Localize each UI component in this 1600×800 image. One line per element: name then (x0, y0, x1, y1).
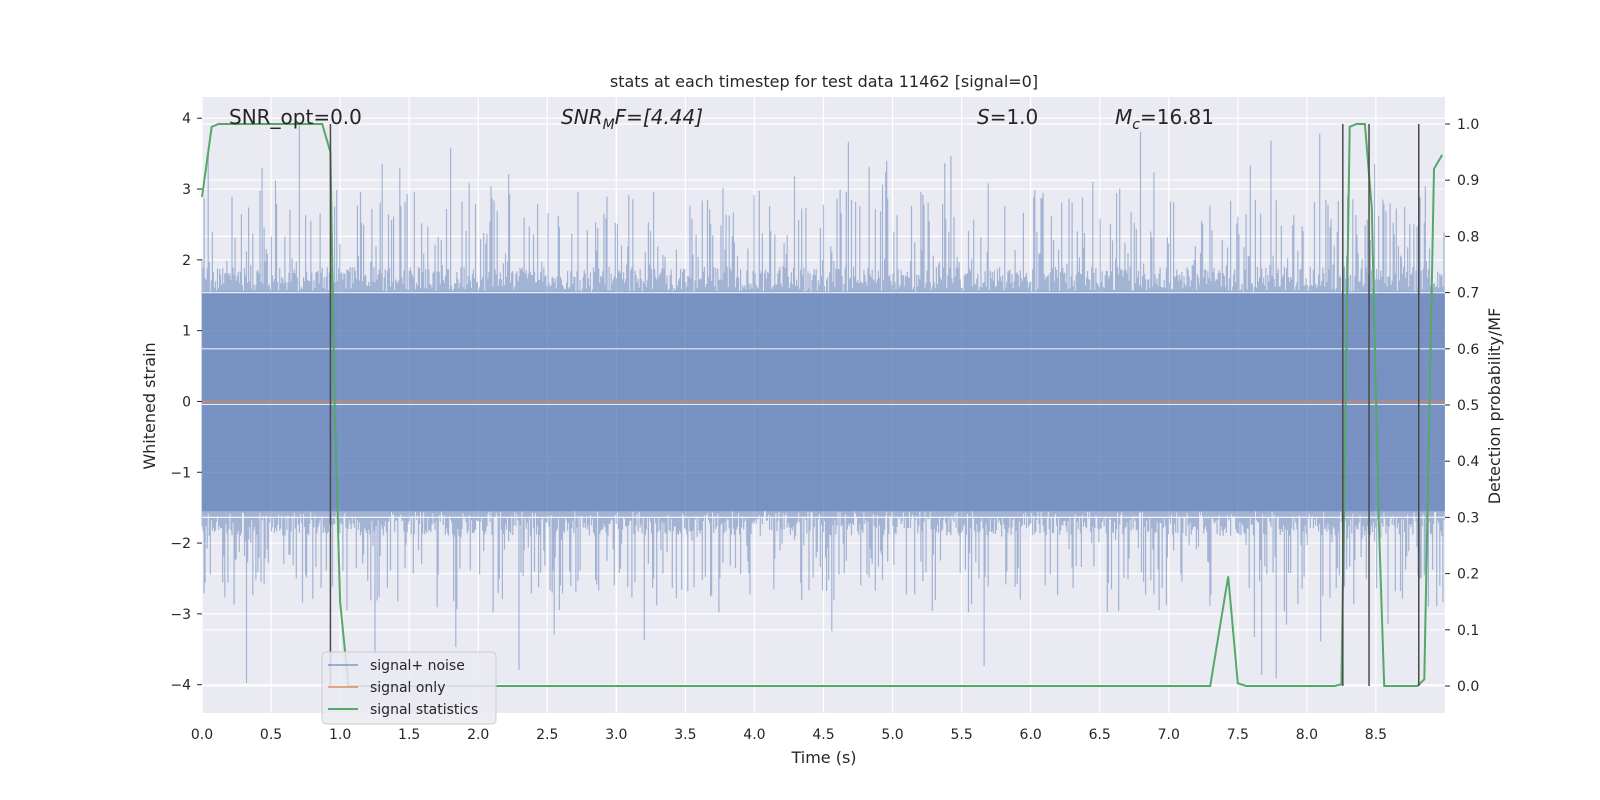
legend-label-signal-statistics: signal statistics (370, 702, 478, 718)
x-tick-label: 5.0 (881, 727, 903, 743)
y-tick-label: −1 (170, 465, 191, 481)
signal-statistics-line (201, 123, 1444, 687)
noise-lower-spikes (201, 401, 1445, 683)
annotation-mc: Mc=16.81 (1115, 105, 1214, 133)
y-tick-label: 2 (182, 253, 191, 269)
annotation-s: S=1.0 (977, 105, 1038, 129)
y-tick-label: 1 (182, 324, 191, 340)
x-tick-label: 5.5 (950, 727, 972, 743)
x-tick-label: 0.0 (191, 727, 213, 743)
y2-tick-label: 0.1 (1457, 623, 1479, 639)
y-tick-label: 3 (182, 182, 191, 198)
x-tick-label: 3.0 (605, 727, 627, 743)
x-tick-label: 3.5 (674, 727, 696, 743)
legend-label-signal-noise: signal+ noise (370, 658, 465, 674)
x-tick-label: 6.0 (1020, 727, 1042, 743)
y2-tick-label: 0.0 (1457, 679, 1479, 695)
y2-tick-label: 1.0 (1457, 117, 1479, 133)
y-tick-label: 4 (182, 111, 191, 127)
y-axis-ticks: −4 −3 −2 −1 0 1 2 3 4 (170, 111, 202, 694)
x-tick-label: 7.5 (1227, 727, 1249, 743)
y-tick-label: −4 (170, 678, 191, 694)
vertical-markers (329, 123, 1420, 687)
y2-tick-label: 0.3 (1457, 510, 1479, 526)
legend-label-signal-only: signal only (370, 680, 445, 696)
x-tick-label: 8.0 (1296, 727, 1318, 743)
y-tick-label: −2 (170, 536, 191, 552)
x-tick-label: 0.5 (260, 727, 282, 743)
y2-tick-label: 0.7 (1457, 286, 1479, 302)
x-tick-label: 4.0 (743, 727, 765, 743)
annotation-snr-mf: SNRMF=[4.44] (561, 105, 703, 133)
x-tick-label: 1.0 (329, 727, 351, 743)
y-axis-label: Whitened strain (140, 342, 159, 469)
y2-tick-label: 0.2 (1457, 567, 1479, 583)
lines-layer (201, 123, 1445, 687)
y2-tick-label: 0.9 (1457, 173, 1479, 189)
annotation-snr-opt: SNR_opt=0.0 (229, 105, 362, 129)
legend: signal+ noise signal only signal statist… (321, 651, 497, 725)
x-axis-label: Time (s) (790, 748, 856, 767)
y2-axis-label: Detection probability/MF (1485, 308, 1504, 505)
y2-axis-ticks: 0.0 0.1 0.2 0.3 0.4 0.5 0.6 0.7 0.8 0.9 1.0 (1445, 117, 1479, 695)
x-tick-label: 7.0 (1158, 727, 1180, 743)
x-tick-label: 2.0 (467, 727, 489, 743)
x-tick-label: 2.5 (536, 727, 558, 743)
y-tick-label: −3 (170, 607, 191, 623)
y2-tick-label: 0.8 (1457, 229, 1479, 245)
x-tick-label: 6.5 (1089, 727, 1111, 743)
x-axis-ticks: 0.0 0.5 1.0 1.5 2.0 2.5 3.0 3.5 4.0 4.5 5.0 5.5 6.0 6… (191, 727, 1387, 743)
legend-box (321, 651, 497, 725)
y2-tick-label: 0.5 (1457, 398, 1479, 414)
y2-tick-label: 0.4 (1457, 454, 1479, 470)
x-tick-label: 4.5 (812, 727, 834, 743)
chart-title: stats at each timestep for test data 114… (610, 72, 1038, 91)
y2-tick-label: 0.6 (1457, 342, 1479, 358)
y-tick-label: 0 (182, 394, 191, 410)
x-tick-label: 1.5 (398, 727, 420, 743)
x-tick-label: 8.5 (1365, 727, 1387, 743)
